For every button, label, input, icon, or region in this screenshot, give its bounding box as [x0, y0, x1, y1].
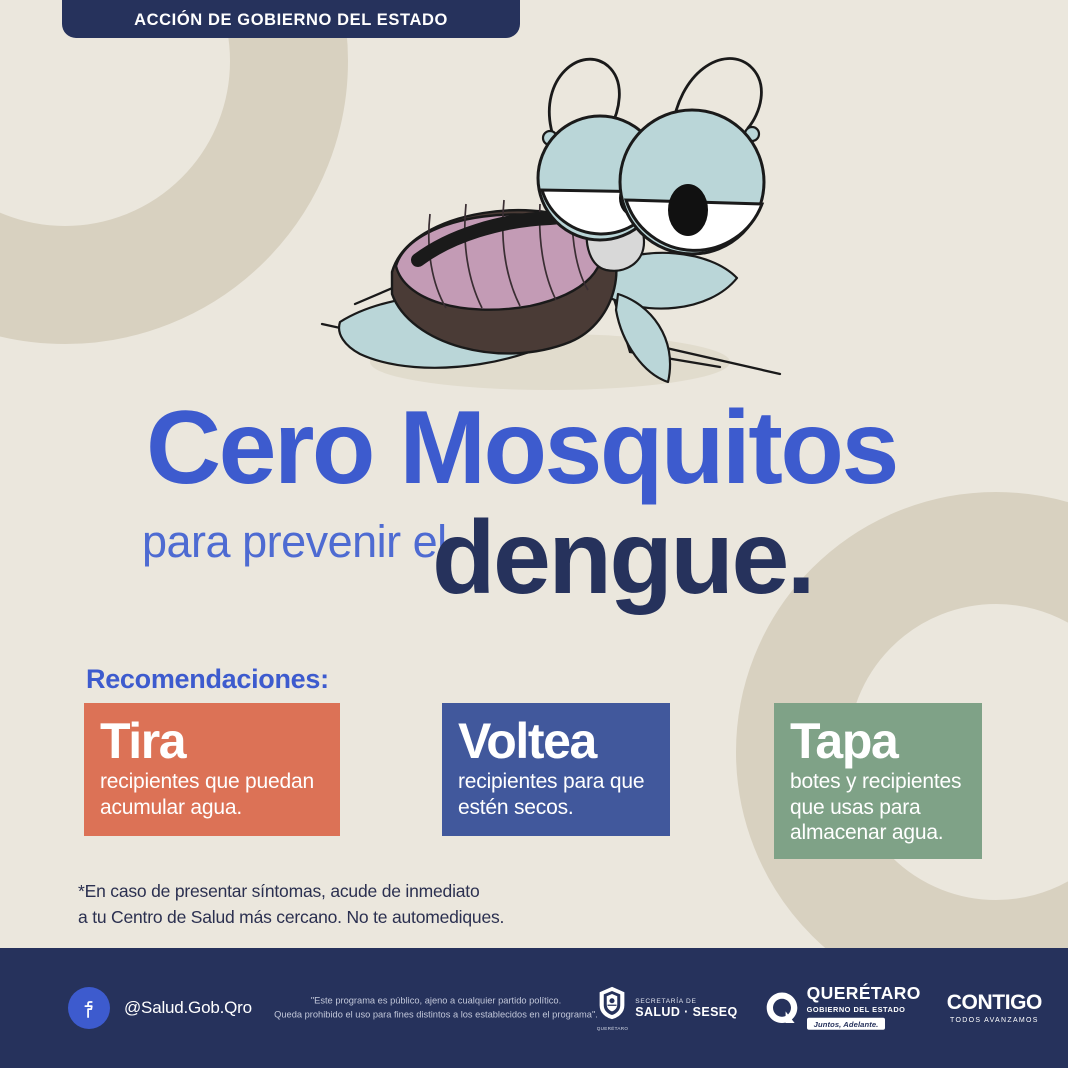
logo-contigo: CONTIGO TODOS AVANZAMOS	[946, 991, 1043, 1024]
card-text: recipientes para que estén secos.	[458, 770, 645, 819]
government-action-banner: ACCIÓN DE GOBIERNO DEL ESTADO	[62, 0, 520, 38]
decorative-arc-top-left	[0, 0, 348, 344]
legal-line-2: Queda prohibido el uso para fines distin…	[274, 1010, 598, 1020]
banner-label: ACCIÓN DE GOBIERNO DEL ESTADO	[134, 11, 448, 29]
card-text: recipientes que puedan acumular agua.	[100, 770, 314, 819]
salud-line-1: SECRETARÍA DE	[635, 997, 697, 1005]
logo-queretaro: QUERÉTARO GOBIERNO DEL ESTADO Juntos, Ad…	[764, 982, 921, 1032]
facebook-handle[interactable]: @Salud.Gob.Qro	[124, 998, 252, 1017]
legal-line-1: "Este programa es público, ajeno a cualq…	[310, 995, 562, 1006]
note-line-1: *En caso de presentar síntomas, acude de…	[78, 881, 480, 901]
logo-salud-seseq: QUERÉTARO SECRETARÍA DE SALUD · SESEQ	[597, 985, 738, 1031]
salud-line-2: SALUD · SESEQ	[635, 1004, 738, 1019]
headline-line-3: dengue.	[432, 500, 816, 616]
recommendations-title: Recomendaciones:	[86, 664, 329, 694]
recommendation-card-tira: Tira recipientes que puedan acumular agu…	[84, 703, 340, 836]
card-keyword: Voltea	[458, 713, 597, 769]
card-text: botes y recipientes que usas para almace…	[790, 770, 962, 845]
footer-bar: @Salud.Gob.Qro "Este programa es público…	[0, 948, 1068, 1068]
facebook-icon[interactable]	[68, 987, 110, 1029]
card-keyword: Tira	[100, 713, 187, 769]
queretaro-seal-icon	[599, 986, 625, 1019]
headline-group: Cero Mosquitos para prevenir el dengue.	[0, 396, 1068, 628]
contigo-line-2: TODOS AVANZAMOS	[950, 1017, 1039, 1024]
queretaro-tagline: Juntos, Adelante.	[806, 1017, 886, 1030]
symptoms-note: *En caso de presentar síntomas, acude de…	[78, 878, 504, 931]
facebook-link[interactable]: @Salud.Gob.Qro	[68, 987, 252, 1029]
headline-line-2: para prevenir el	[142, 516, 447, 567]
seal-caption: QUERÉTARO	[596, 1025, 629, 1031]
recommendation-card-tapa: Tapa botes y recipientes que usas para a…	[774, 703, 982, 859]
queretaro-line-1: QUERÉTARO	[806, 982, 921, 1003]
headline-line-1: Cero Mosquitos	[146, 390, 899, 506]
contigo-line-1: CONTIGO	[946, 991, 1043, 1014]
queretaro-q-icon	[766, 992, 797, 1024]
legal-disclaimer: "Este programa es público, ajeno a cualq…	[262, 994, 610, 1023]
recommendation-card-voltea: Voltea recipientes para que estén secos.	[442, 703, 670, 836]
footer-logos: QUERÉTARO SECRETARÍA DE SALUD · SESEQ QU…	[597, 982, 1043, 1032]
mosquito-illustration	[300, 22, 820, 422]
queretaro-line-2: GOBIERNO DEL ESTADO	[806, 1004, 906, 1014]
card-keyword: Tapa	[790, 713, 899, 769]
note-line-2: a tu Centro de Salud más cercano. No te …	[78, 907, 505, 928]
